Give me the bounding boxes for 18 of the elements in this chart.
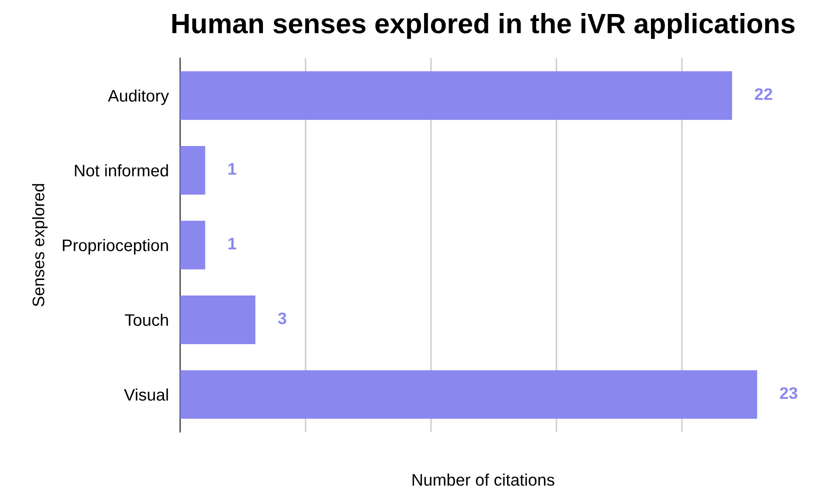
data-label: 22 bbox=[754, 88, 772, 100]
bar bbox=[180, 71, 732, 120]
y-axis-title: Senses explored bbox=[32, 184, 48, 306]
bar bbox=[180, 146, 206, 195]
y-tick-label: Auditory bbox=[108, 89, 169, 106]
y-tick-label: Visual bbox=[124, 388, 168, 401]
data-label: 3 bbox=[278, 312, 286, 324]
data-label: 1 bbox=[228, 238, 236, 250]
data-label: 23 bbox=[780, 387, 798, 400]
y-tick-label: Not informed bbox=[74, 164, 168, 176]
chart-title: Human senses explored in the iVR applications bbox=[172, 13, 795, 39]
bar bbox=[180, 220, 206, 270]
bar bbox=[180, 370, 758, 419]
data-label: 1 bbox=[228, 163, 236, 175]
bar bbox=[180, 295, 256, 344]
y-tick-label: Touch bbox=[124, 314, 168, 326]
x-axis-title: Number of citations bbox=[412, 474, 554, 486]
y-tick-label: Proprioception bbox=[62, 238, 168, 255]
